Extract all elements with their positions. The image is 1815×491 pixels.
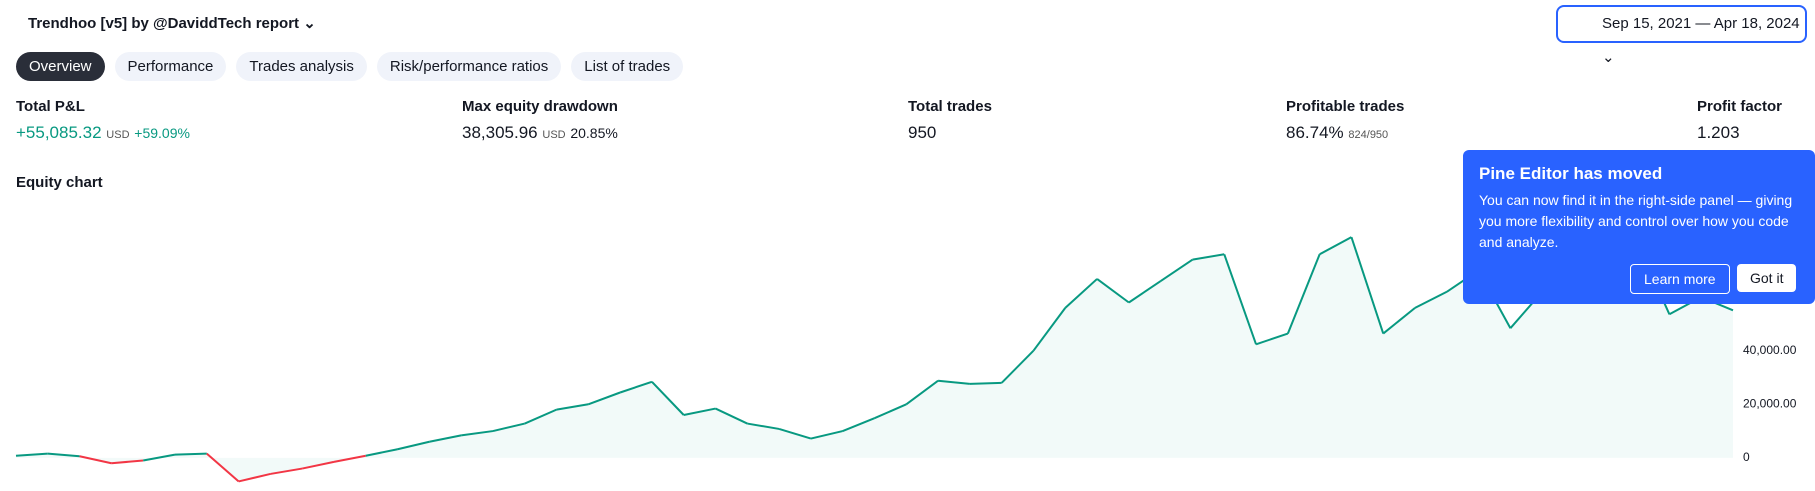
- tab[interactable]: Risk/performance ratios: [376, 52, 562, 81]
- tabs: Overview Performance Trades analysis Risk/p…: [16, 52, 684, 81]
- equity-segment: [1286, 253, 1321, 334]
- popup-text: You can now find it in the right-side pa…: [1479, 192, 1793, 250]
- metric-value: +55,085.32: [16, 123, 102, 142]
- equity-segment: [874, 403, 907, 420]
- equity-segment: [556, 403, 589, 411]
- equity-segment: [1064, 278, 1098, 309]
- equity-segment: [619, 380, 653, 394]
- metric: Profit factor 1.203: [1697, 98, 1782, 143]
- y-tick-label: 40,000.00: [1743, 343, 1797, 357]
- equity-segment: [715, 407, 748, 425]
- equity-segment: [1096, 278, 1130, 304]
- equity-segment: [365, 448, 398, 457]
- y-tick-label: 20,000.00: [1743, 396, 1797, 410]
- popup-title: Pine Editor has moved: [1479, 164, 1663, 183]
- equity-segment: [778, 427, 812, 440]
- equity-segment: [651, 381, 685, 416]
- equity-segment: [1255, 332, 1289, 346]
- equity-segment: [47, 452, 80, 458]
- popup: Pine Editor has moved You can now find i…: [1463, 150, 1815, 304]
- equity-segment: [1128, 280, 1162, 304]
- y-tick-label: 0: [1743, 450, 1750, 464]
- metric-value-row: 950: [908, 123, 992, 143]
- equity-segment: [1319, 236, 1352, 256]
- metric-label: Total trades: [908, 98, 992, 115]
- equity-segment: [397, 440, 430, 451]
- date-range: Sep 15, 2021 — Apr 18, 2024: [1602, 15, 1800, 32]
- equity-segment: [747, 422, 780, 430]
- equity-segment: [270, 467, 303, 475]
- equity-chart: 0 20,000.00 40,000.00: [15, 215, 1797, 483]
- equity-segment: [206, 452, 240, 483]
- tab[interactable]: Trades analysis: [236, 52, 367, 81]
- tab[interactable]: Overview: [16, 52, 105, 81]
- tab[interactable]: List of trades: [571, 52, 684, 81]
- equity-segment: [492, 422, 525, 433]
- equity-segment: [111, 459, 144, 465]
- equity-segment: [1192, 253, 1225, 261]
- title-text: Trendhoo [v5] by @DaviddTech: [28, 15, 252, 32]
- metric-value: 86.74%: [1286, 123, 1344, 142]
- equity-segment: [461, 430, 494, 437]
- equity-segment: [1350, 236, 1385, 334]
- equity-segment: [79, 455, 112, 465]
- metric-unit: USD: [106, 129, 130, 141]
- metric-value-row: 1.203: [1697, 123, 1782, 143]
- tab[interactable]: Performance: [114, 52, 227, 81]
- metric-value: 1.203: [1697, 123, 1740, 142]
- equity-segment: [1223, 253, 1257, 345]
- metric-label: Profitable trades: [1286, 98, 1405, 115]
- strategy-title[interactable]: Trendhoo [v5] by @DaviddTech report ⌄: [28, 15, 316, 32]
- equity-segment: [238, 472, 271, 483]
- metric: Profitable trades 86.74% 824/950: [1286, 98, 1404, 143]
- metric-extra: +59.09%: [134, 125, 190, 141]
- metric-label: Profit factor: [1697, 98, 1783, 115]
- metric-label: Total P&L: [16, 98, 85, 115]
- metric-extra: 20.85%: [570, 125, 618, 141]
- equity-segment: [1414, 290, 1448, 309]
- equity-segment: [683, 407, 716, 416]
- equity-segment: [905, 379, 939, 406]
- equity-segment: [333, 454, 366, 463]
- equity-segment: [587, 391, 621, 406]
- metric-extra: 824/950: [1348, 129, 1389, 141]
- metric: Total P&L +55,085.32 USD +59.09%: [16, 98, 190, 143]
- metric-label: Max equity drawdown: [462, 98, 618, 115]
- equity-area: [16, 216, 1733, 482]
- metric: Max equity drawdown 38,305.96 USD 20.85%: [462, 98, 618, 143]
- equity-segment: [1000, 350, 1035, 384]
- equity-segment: [301, 460, 335, 470]
- metric-value-row: +55,085.32 USD +59.09%: [16, 123, 190, 143]
- title-suffix: report: [255, 15, 300, 32]
- metric: Total trades 950: [908, 98, 992, 143]
- equity-segment: [937, 379, 970, 385]
- equity-segment: [810, 430, 843, 440]
- equity-segment: [174, 452, 207, 456]
- equity-segment: [143, 453, 176, 462]
- learn-more[interactable]: Learn more: [1630, 264, 1730, 294]
- equity-segment: [524, 408, 557, 425]
- equity-segment: [1160, 258, 1194, 282]
- got-it[interactable]: Got it: [1737, 264, 1797, 292]
- equity-segment: [1382, 307, 1416, 335]
- date-range-button[interactable]: Sep 15, 2021 — Apr 18, 2024 ⌄: [1556, 5, 1807, 66]
- metric-value-row: 86.74% 824/950: [1286, 123, 1404, 143]
- metric-unit: USD: [542, 129, 566, 141]
- metric-value-row: 38,305.96 USD 20.85%: [462, 123, 618, 143]
- metric-value: 950: [908, 123, 937, 142]
- equity-segment: [15, 452, 48, 457]
- chart-title: Equity chart: [16, 174, 103, 191]
- equity-segment: [969, 381, 1002, 385]
- equity-segment: [429, 434, 462, 443]
- metric-value: 38,305.96: [462, 123, 538, 142]
- equity-segment: [842, 417, 875, 432]
- equity-segment: [1032, 307, 1067, 352]
